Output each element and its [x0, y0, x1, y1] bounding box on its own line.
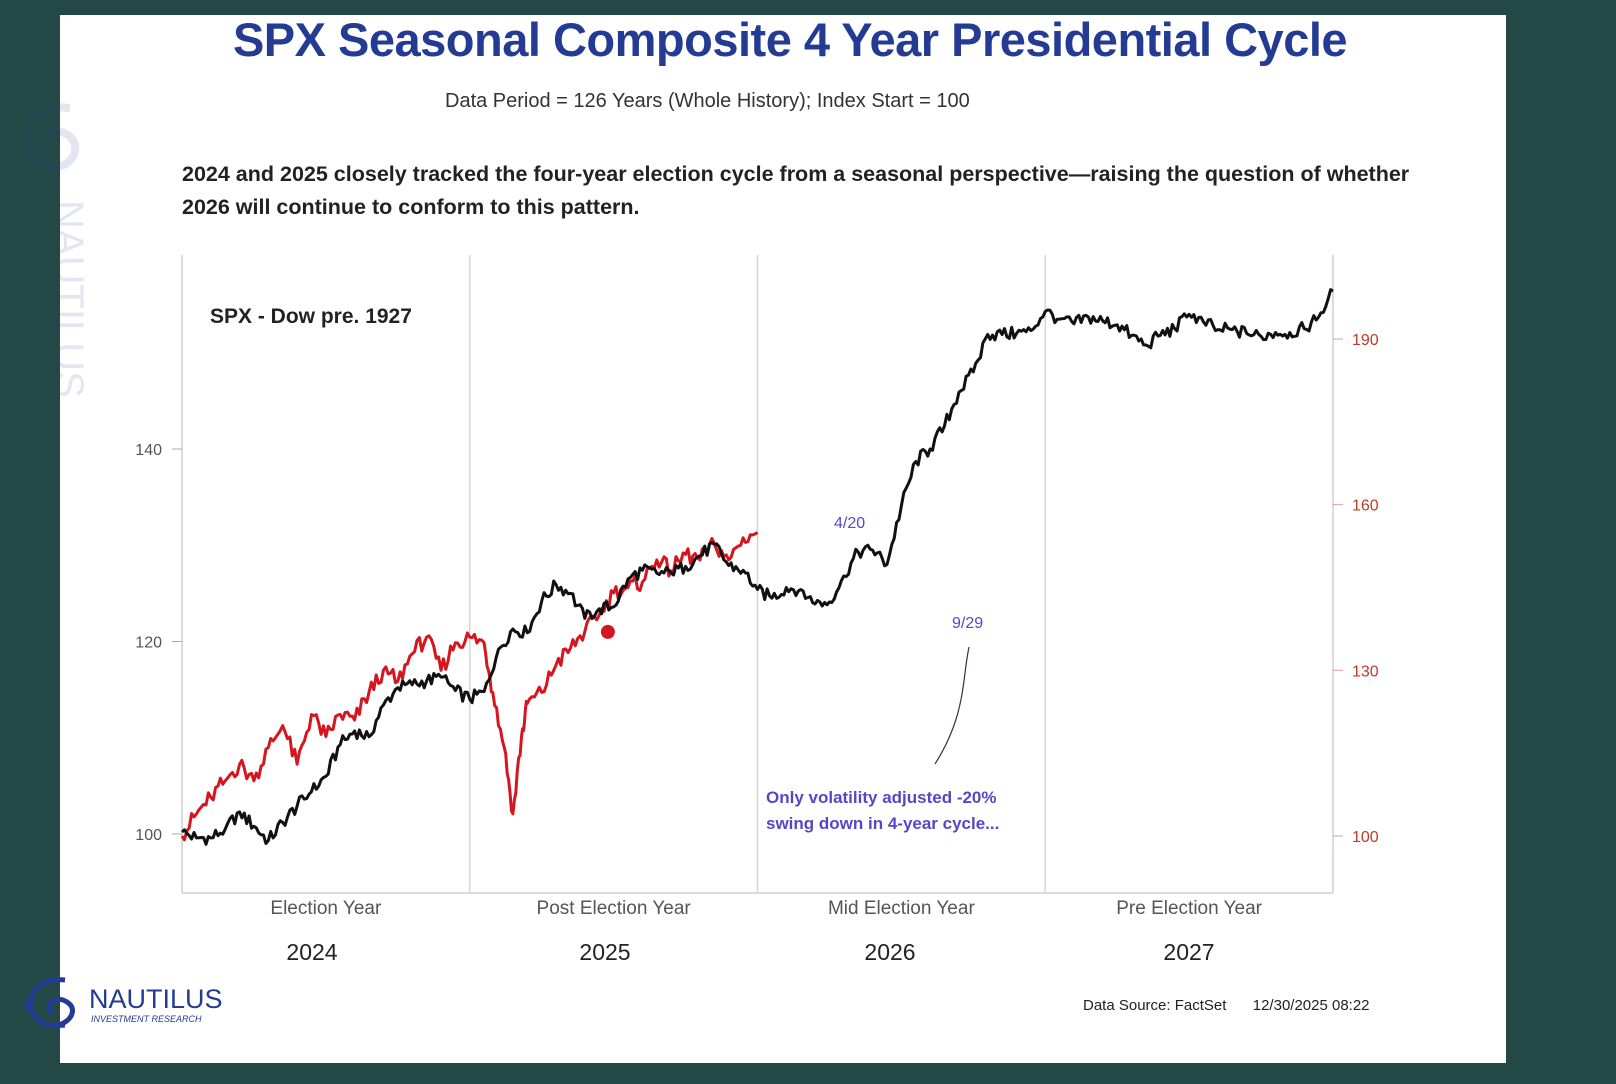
- chart-subtitle: Data Period = 126 Years (Whole History);…: [445, 90, 970, 112]
- logo-subtext: INVESTMENT RESEARCH: [91, 1014, 202, 1024]
- right-tick-label: 190: [1352, 332, 1379, 349]
- highlight-point: [600, 624, 615, 639]
- left-tick-label: 120: [135, 635, 162, 652]
- annotation-4-20: 4/20: [834, 515, 865, 532]
- right-y-axis: 100 130 160 190: [1333, 332, 1379, 846]
- commentary-note: 2024 and 2025 closely tracked the four-y…: [182, 162, 1410, 219]
- x-year-label: 2025: [579, 939, 630, 965]
- black-series-line: [180, 288, 1334, 846]
- annotation-volatility-note: swing down in 4-year cycle...: [766, 814, 999, 833]
- x-period-label: Mid Election Year: [828, 898, 975, 919]
- annotation-volatility-note: Only volatility adjusted -20%: [766, 788, 997, 807]
- slide-panel: [60, 15, 1506, 1063]
- x-year-label: 2024: [286, 939, 337, 965]
- footer-source: Data Source: FactSet 12/30/2025 08:22: [1083, 997, 1370, 1014]
- x-year-label: 2026: [864, 939, 915, 965]
- left-tick-label: 100: [135, 827, 162, 844]
- series-lines: [180, 288, 1334, 846]
- red-series-line: [180, 531, 759, 842]
- logo-text: NAUTILUS: [89, 984, 223, 1014]
- data-source-text: Data Source: FactSet: [1083, 997, 1227, 1014]
- series-label: SPX - Dow pre. 1927: [210, 305, 412, 328]
- x-year-label: 2027: [1163, 939, 1214, 965]
- annotations: 4/20 9/29 Only volatility adjusted -20% swi…: [766, 515, 999, 833]
- nautilus-watermark-logo: NAUTILUS: [21, 103, 91, 398]
- plot-grid: [469, 255, 1046, 893]
- annotation-9-29: 9/29: [952, 615, 983, 632]
- annotation-pointer-line: [934, 646, 970, 765]
- chart-title: SPX Seasonal Composite 4 Year Presidenti…: [232, 13, 1348, 66]
- x-period-label: Post Election Year: [537, 898, 692, 919]
- left-y-axis: 100 120 140: [135, 442, 182, 844]
- right-tick-label: 160: [1352, 498, 1379, 515]
- x-axis-labels: Election Year Post Election Year Mid Elect…: [270, 898, 1262, 965]
- x-period-label: Pre Election Year: [1116, 898, 1262, 919]
- right-tick-label: 100: [1352, 829, 1379, 846]
- timestamp-text: 12/30/2025 08:22: [1252, 997, 1370, 1014]
- x-period-label: Election Year: [270, 898, 382, 919]
- nautilus-logo: NAUTILUS INVESTMENT RESEARCH: [17, 972, 257, 1039]
- left-tick-label: 140: [135, 442, 162, 459]
- svg-text:NAUTILUS: NAUTILUS: [47, 200, 91, 398]
- right-tick-label: 130: [1352, 663, 1379, 680]
